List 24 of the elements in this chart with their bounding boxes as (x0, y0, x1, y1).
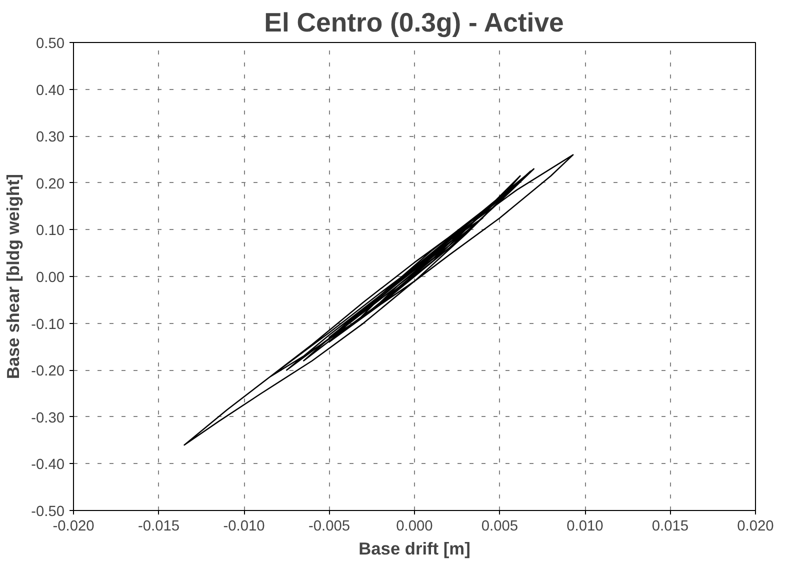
y-tick-label: -0.10 (31, 316, 64, 333)
y-tick-label: 0.50 (36, 36, 65, 52)
x-tick-label: 0.015 (652, 518, 689, 534)
chart-title: El Centro (0.3g) - Active (264, 8, 564, 38)
line-series (184, 154, 574, 446)
y-tick-label: 0.00 (36, 270, 65, 286)
x-tick-label: -0.015 (138, 518, 180, 534)
y-tick-label: -0.30 (31, 410, 64, 426)
y-tick-label: 0.40 (36, 82, 65, 99)
x-tick-label: -0.010 (223, 518, 265, 534)
x-tick-label: -0.020 (52, 518, 94, 534)
x-tick-label: -0.005 (308, 518, 350, 534)
y-axis-title: Base shear [bldg weight] (3, 174, 24, 380)
y-tick-label: 0.10 (36, 223, 65, 240)
y-tick-label: -0.50 (31, 504, 64, 520)
x-tick-label: 0.005 (481, 518, 518, 534)
x-tick-label: 0.020 (737, 518, 774, 534)
x-tick-label: 0.010 (566, 518, 604, 534)
x-axis-title: Base drift [m] (358, 538, 470, 558)
y-tick-label: 0.20 (36, 176, 65, 192)
y-tick-label: 0.30 (36, 130, 65, 146)
y-tick-label: -0.40 (31, 457, 64, 474)
x-tick-label: 0.000 (396, 518, 433, 534)
y-tick-label: -0.20 (31, 364, 64, 380)
